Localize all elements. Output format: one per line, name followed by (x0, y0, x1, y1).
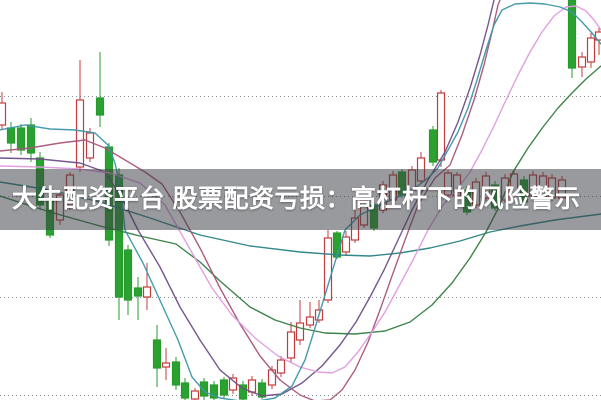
candle-down (209, 384, 219, 399)
candle-up (0, 102, 7, 126)
candle-down (133, 287, 143, 297)
candle-down (567, 0, 577, 69)
candle-up (190, 390, 200, 400)
candle-down (199, 381, 209, 397)
candle-up (323, 237, 333, 301)
candle-down (171, 361, 181, 386)
candle-up (286, 331, 296, 359)
candle-down (238, 384, 248, 400)
candle-down (428, 129, 438, 163)
candle-up (341, 236, 351, 253)
candle-up (586, 37, 596, 63)
candle-down (180, 382, 190, 399)
candle-up (276, 359, 286, 374)
candle-up (247, 379, 257, 393)
candle-up (594, 31, 601, 41)
candle-up (305, 316, 315, 326)
candle-down (152, 339, 162, 369)
candle-down (123, 249, 133, 301)
candle-down (219, 379, 229, 396)
candle-up (577, 56, 587, 68)
candle-up (142, 286, 152, 298)
candle-down (16, 127, 26, 151)
candle-down (6, 127, 16, 144)
headline-banner: 大牛配资平台 股票配资亏损：高杠杆下的风险警示 (0, 169, 601, 230)
candle-down (26, 124, 36, 154)
ma-maroon (0, 0, 501, 400)
candle-up (85, 132, 95, 159)
candle-up (436, 92, 446, 161)
ma-green (0, 65, 601, 335)
candle-up (75, 99, 85, 168)
candle-down (95, 97, 105, 116)
candle-up (161, 362, 171, 368)
candle-up (295, 322, 305, 341)
headline-text: 大牛配资平台 股票配资亏损：高杠杆下的风险警示 (12, 185, 581, 213)
candle-down (257, 382, 267, 398)
